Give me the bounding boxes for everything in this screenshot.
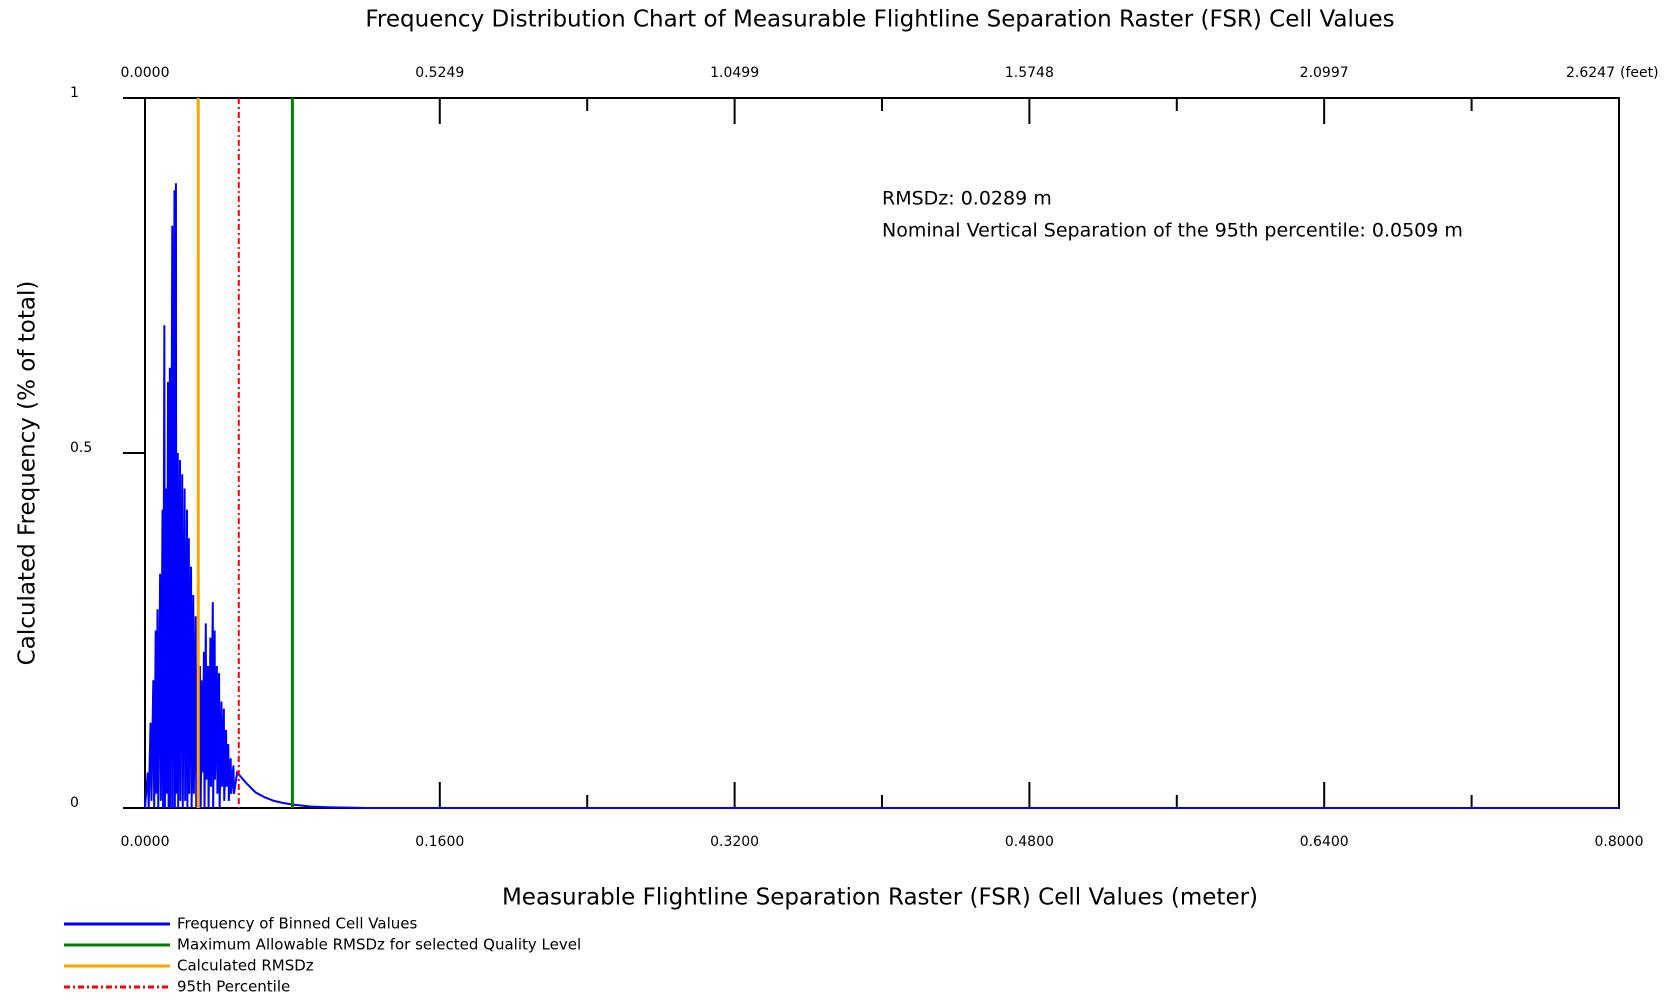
- legend-label: Calculated RMSDz: [177, 957, 314, 975]
- y-tick-label: 1: [70, 85, 79, 101]
- x2-tick-label: 1.0499: [710, 65, 759, 81]
- x-tick-label: 0.3200: [710, 834, 759, 850]
- x2-tick-label: 2.6247: [1566, 65, 1615, 81]
- x-tick-label: 0.0000: [121, 834, 170, 850]
- annotation: Nominal Vertical Separation of the 95th …: [882, 220, 1463, 242]
- legend-label: Maximum Allowable RMSDz for selected Qua…: [177, 936, 581, 954]
- legend-label: Frequency of Binned Cell Values: [177, 915, 417, 933]
- chart-title: Frequency Distribution Chart of Measurab…: [365, 7, 1394, 33]
- x2-tick-label: 0.5249: [415, 65, 464, 81]
- x2-tick-label: 0.0000: [121, 65, 170, 81]
- x2-tick-label: 1.5748: [1005, 65, 1054, 81]
- y-tick-label: 0: [70, 795, 79, 811]
- x-tick-label: 0.6400: [1300, 834, 1349, 850]
- y-axis-label: Calculated Frequency (% of total): [15, 281, 41, 666]
- annotation: RMSDz: 0.0289 m: [882, 188, 1052, 210]
- data-line: [144, 183, 1619, 809]
- x-tick-label: 0.4800: [1005, 834, 1054, 850]
- y-tick-label: 0.5: [70, 440, 92, 456]
- x-tick-label: 0.8000: [1595, 834, 1644, 850]
- legend-label: 95th Percentile: [177, 978, 290, 996]
- x2-unit: (feet): [1620, 65, 1659, 81]
- x2-tick-label: 2.0997: [1300, 65, 1349, 81]
- x-tick-label: 0.1600: [415, 834, 464, 850]
- x-axis-label: Measurable Flightline Separation Raster …: [502, 885, 1258, 911]
